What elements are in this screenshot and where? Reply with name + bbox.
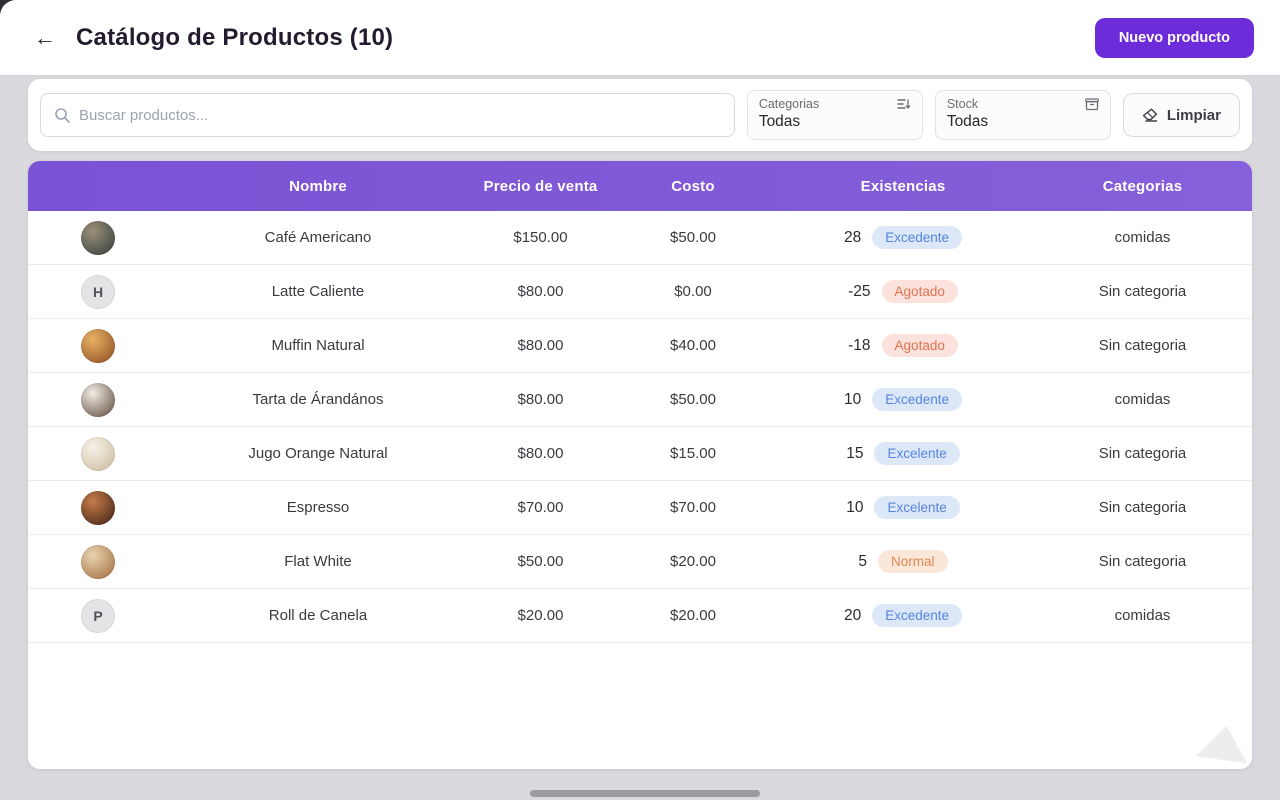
categories-filter-value: Todas: [758, 113, 801, 130]
stock-quantity: 20: [843, 606, 862, 624]
categories-filter-label: Categorias: [758, 97, 820, 111]
product-name: Muffin Natural: [271, 337, 365, 354]
product-price: $80.00: [517, 283, 564, 300]
product-name: Espresso: [286, 499, 350, 516]
search-icon: [55, 108, 70, 123]
table-row[interactable]: Flat White $50.00 $20.00 5 Normal Sin categor…: [28, 535, 1252, 589]
filter-bar: Categorias Todas Stock: [28, 79, 1252, 151]
stock-filter-value: Todas: [946, 113, 989, 130]
product-price: $80.00: [517, 337, 564, 354]
product-cost: $15.00: [670, 445, 716, 462]
clear-filters-label: Limpiar: [1166, 106, 1221, 124]
stock-quantity: 5: [858, 552, 868, 570]
stock-status-badge: Agotado: [881, 280, 958, 303]
stock-status-badge: Excedente: [872, 226, 963, 249]
product-category: Sin categoria: [1098, 445, 1187, 462]
sort-list-icon: [897, 99, 911, 109]
product-category: Sin categoria: [1098, 337, 1187, 354]
stock-status-badge: Excelente: [874, 442, 960, 465]
product-category: Sin categoria: [1098, 283, 1187, 300]
product-avatar: H: [81, 274, 115, 309]
product-category: Sin categoria: [1098, 553, 1187, 570]
stock-filter[interactable]: Stock Todas: [934, 90, 1111, 140]
scroll-top-icon: [1195, 722, 1253, 764]
product-price: $80.00: [517, 391, 564, 408]
stock-quantity: -18: [848, 336, 871, 354]
product-price: $150.00: [513, 229, 568, 246]
search-input[interactable]: [79, 106, 721, 124]
product-cost: $50.00: [670, 391, 716, 408]
categories-filter[interactable]: Categorias Todas: [746, 90, 923, 140]
stock-filter-label: Stock: [946, 97, 979, 111]
main-content: Categorias Todas Stock: [0, 75, 1280, 769]
stock-quantity: 28: [843, 228, 862, 246]
product-price: $80.00: [517, 445, 564, 462]
product-cost: $40.00: [670, 337, 716, 354]
product-cost: $20.00: [670, 607, 716, 624]
product-price: $20.00: [517, 607, 564, 624]
product-cost: $20.00: [670, 553, 716, 570]
product-name: Tarta de Árandános: [252, 391, 384, 408]
clear-filters-button[interactable]: Limpiar: [1122, 93, 1240, 137]
product-avatar: P: [81, 598, 115, 633]
stock-quantity: 10: [843, 390, 862, 408]
product-cost: $70.00: [670, 499, 716, 516]
stock-status-badge: Excelente: [874, 496, 960, 519]
product-name: Jugo Orange Natural: [248, 445, 388, 462]
product-category: comidas: [1114, 391, 1171, 408]
column-header: Existencias: [860, 177, 946, 195]
top-bar: ← Catálogo de Productos (10) Nuevo produ…: [0, 0, 1280, 75]
product-image: [81, 382, 115, 417]
product-image: [81, 544, 115, 579]
search-box[interactable]: [40, 93, 735, 137]
product-category: comidas: [1114, 229, 1171, 246]
column-header: Categorias: [1102, 177, 1183, 195]
stock-quantity: 15: [846, 444, 864, 462]
column-header: Precio de venta: [483, 177, 598, 195]
table-row[interactable]: Jugo Orange Natural $80.00 $15.00 15 Excelen…: [28, 427, 1252, 481]
page-title: Catálogo de Productos (10): [76, 23, 394, 51]
stock-quantity: 10: [846, 498, 864, 516]
product-image: [81, 220, 115, 255]
horizontal-scrollbar-thumb[interactable]: [530, 790, 760, 797]
products-table: Nombre Precio de venta Costo Existencias Cat…: [28, 161, 1252, 769]
stock-quantity: -25: [848, 282, 871, 300]
table-header-row: Nombre Precio de venta Costo Existencias Cat…: [28, 161, 1252, 211]
product-name: Latte Caliente: [271, 283, 365, 300]
new-product-button[interactable]: Nuevo producto: [1094, 17, 1254, 58]
column-header: Costo: [671, 177, 715, 195]
product-image: [81, 436, 115, 471]
product-category: comidas: [1114, 607, 1171, 624]
product-image: [81, 490, 115, 525]
table-row[interactable]: Espresso $70.00 $70.00 10 Excelente Sin categ…: [28, 481, 1252, 535]
product-name: Roll de Canela: [268, 607, 368, 624]
product-category: Sin categoria: [1098, 499, 1187, 516]
table-row[interactable]: Muffin Natural $80.00 $40.00 -18 Agotado Sin …: [28, 319, 1252, 373]
stock-status-badge: Excedente: [872, 604, 963, 627]
product-cost: $0.00: [674, 283, 712, 300]
table-body: Café Americano $150.00 $50.00 28 Excedente co…: [28, 211, 1252, 643]
product-name: Flat White: [284, 553, 352, 570]
back-button[interactable]: ←: [26, 23, 64, 53]
product-image: [81, 328, 115, 363]
table-row[interactable]: P Roll de Canela $20.00 $20.00 20 Excedente co…: [28, 589, 1252, 643]
table-row[interactable]: Tarta de Árandános $80.00 $50.00 10 Excedent…: [28, 373, 1252, 427]
stock-status-badge: Excedente: [872, 388, 963, 411]
column-header: Nombre: [289, 177, 347, 195]
table-row[interactable]: Café Americano $150.00 $50.00 28 Excedente co…: [28, 211, 1252, 265]
product-name: Café Americano: [264, 229, 372, 246]
stock-status-badge: Normal: [878, 550, 948, 573]
stock-status-badge: Agotado: [881, 334, 958, 357]
table-row[interactable]: H Latte Caliente $80.00 $0.00 -25 Agotado Sin …: [28, 265, 1252, 319]
eraser-icon: [1142, 108, 1158, 122]
product-price: $50.00: [517, 553, 564, 570]
product-cost: $50.00: [670, 229, 716, 246]
product-price: $70.00: [517, 499, 564, 516]
package-icon: [1085, 97, 1099, 110]
